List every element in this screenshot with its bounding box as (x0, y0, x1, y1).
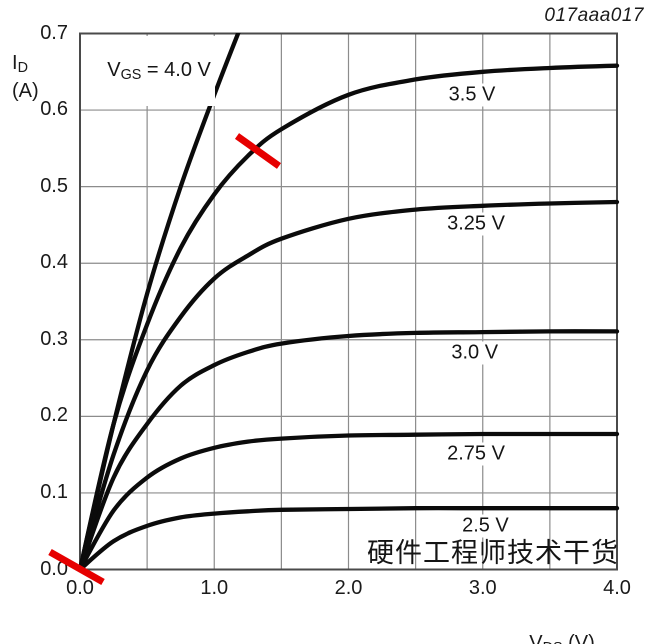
curve-2.5-v (77, 506, 620, 572)
curve-3.0-v (77, 329, 620, 572)
y-tick-label-0.7: 0.7 (40, 21, 68, 44)
red-mark-2 (48, 548, 105, 586)
y-tick-label-0.3: 0.3 (40, 327, 68, 350)
y-tick-label-0.1: 0.1 (40, 480, 68, 503)
x-tick-label-4.0: 4.0 (603, 577, 631, 599)
x-tick-label-0.0: 0.0 (66, 577, 94, 599)
curve-label-3.25-v: 3.25 V (444, 212, 508, 236)
y-tick-label-0.4: 0.4 (40, 251, 68, 274)
y-tick-label-0.5: 0.5 (40, 174, 68, 197)
figure-id-label: 017aaa017 (544, 5, 644, 26)
curve-label-vgs-4-0v: VGS = 4.0 V (85, 36, 215, 107)
x-tick-label-3.0: 3.0 (468, 577, 497, 599)
y-tick-label-0.2: 0.2 (40, 404, 68, 427)
curve-label-3.0-v: 3.0 V (448, 341, 502, 365)
curve-2.75-v (77, 431, 620, 572)
red-mark-1 (234, 133, 282, 169)
y-axis-symbol: ID (12, 52, 28, 77)
curve-3.25-v (77, 199, 620, 572)
y-tick-label-0.0: 0.0 (40, 557, 68, 580)
curve-label-2.5-v: 2.5 V (459, 514, 512, 538)
y-axis-title: ID (A) (12, 52, 39, 103)
x-tick-label-2.0: 2.0 (334, 577, 363, 599)
x-axis-title: VDS (V) (529, 632, 595, 644)
y-axis-unit: (A) (12, 80, 39, 103)
curve-label-2.75-v: 2.75 V (444, 442, 508, 466)
curve-label-3.5-v: 3.5 V (445, 83, 499, 107)
y-tick-label-0.6: 0.6 (40, 98, 68, 121)
watermark-text: 硬件工程师技术干货 (367, 538, 619, 568)
x-tick-label-1.0: 1.0 (200, 577, 229, 599)
